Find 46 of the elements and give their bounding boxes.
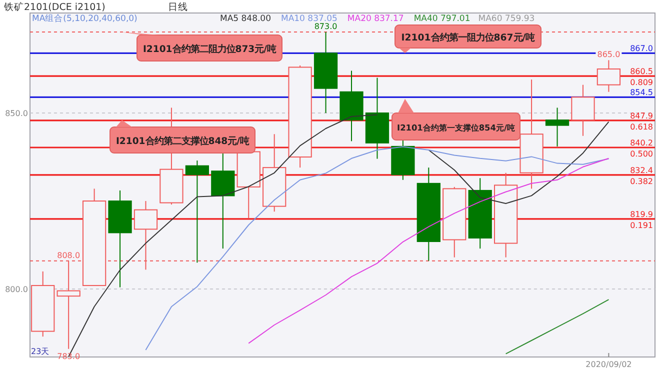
callout: I2101合约第一阻力位867元/吨 <box>394 24 542 54</box>
ref-line-label: 819.9 0.191 <box>630 210 653 230</box>
annotation: I2101合约第一支撑位854元/吨 <box>397 122 515 132</box>
annotation: 865.0 <box>597 50 620 60</box>
callout: I2101合约第二阻力位873元/吨 <box>120 32 282 62</box>
x-tick-label: 2020/09/02 <box>586 360 632 369</box>
annotation: MA组合(5,10,20,40,60,0) <box>32 13 138 24</box>
ref-line-label: 847.9 0.618 <box>630 111 653 132</box>
candlestick <box>520 79 544 190</box>
line-series <box>505 299 610 354</box>
line-series <box>145 146 610 350</box>
ref-line-label: 854.5 <box>630 88 653 98</box>
annotation: 808.0 <box>57 250 80 260</box>
line-series <box>248 158 610 344</box>
text: MA5 848.00 <box>220 14 271 24</box>
annotation: MA60 759.93 <box>478 14 535 24</box>
text: MA20 837.17 <box>347 14 404 24</box>
text: MA40 797.01 <box>414 14 470 24</box>
annotation: 873.0 <box>314 22 338 32</box>
callout: I2101合约第二支撑位848元/吨 <box>110 120 256 154</box>
callout: I2101合约第一支撑位854元/吨 <box>392 98 520 140</box>
annotation: I2101合约第二阻力位873元/吨 <box>142 44 276 55</box>
text: MA10 837.05 <box>281 14 338 24</box>
candlestick <box>340 70 364 142</box>
candlestick <box>416 167 440 262</box>
ref-line-label: 840.2 0.500 <box>630 138 653 158</box>
candlestick <box>468 178 492 250</box>
ref-line-label: 860.5 0.809 <box>630 67 653 88</box>
candlestick <box>494 172 518 258</box>
y-tick-label: 850.0 <box>5 108 28 118</box>
ref-line-label: 832.4 0.382 <box>630 166 653 186</box>
annotation: 783.0 <box>57 352 80 361</box>
annotation: 23天 <box>31 347 50 356</box>
chart-title: 铁矿2101(DCE i2101) <box>3 1 106 13</box>
candlestick <box>545 107 570 147</box>
annotation: I2101合约第二支撑位848元/吨 <box>116 136 250 147</box>
annotation: I2101合约第一阻力位867元/吨 <box>401 32 535 44</box>
y-tick-label: 800.0 <box>5 285 28 294</box>
chart-subtitle: 日线 <box>168 1 188 13</box>
candlestick <box>211 151 235 250</box>
candlestick <box>185 160 209 264</box>
candlestick <box>108 190 132 288</box>
candlestick <box>314 32 338 114</box>
candlestick <box>571 84 595 136</box>
candlestick <box>365 77 390 160</box>
ref-line-label: 867.0 <box>630 44 653 54</box>
